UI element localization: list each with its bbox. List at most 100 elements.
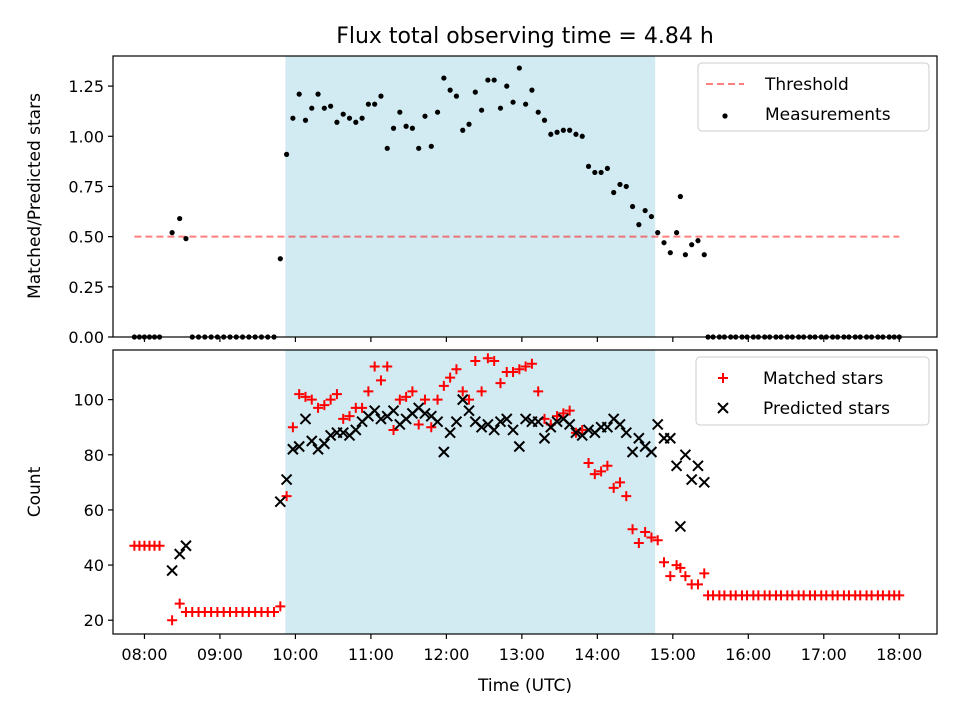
matched-star-marker	[331, 389, 342, 400]
legend-label: Matched stars	[763, 369, 883, 389]
matched-star-marker	[174, 598, 185, 609]
measurement-point	[183, 236, 189, 242]
predicted-star-marker	[532, 415, 544, 428]
matched-star-marker	[363, 386, 374, 397]
predicted-star-marker	[664, 432, 677, 444]
matched-star-marker	[325, 394, 336, 405]
measurement-point	[409, 125, 416, 131]
x-tick-label: 16:00	[725, 645, 771, 664]
predicted-star-marker	[324, 429, 337, 442]
measurement-point	[365, 101, 371, 107]
measurement-point	[682, 252, 688, 258]
measurement-point	[309, 105, 315, 111]
legend: Threshold Measurements	[697, 62, 930, 132]
predicted-star-marker	[293, 440, 305, 453]
measurement-point	[661, 240, 667, 246]
top-panel-ratio: 0.00 0.25 0.50 0.75 1.00 1.25 Matched/Predicte…	[25, 55, 938, 347]
predicted-star-marker	[387, 404, 400, 417]
predicted-star-marker	[450, 415, 463, 428]
matched-star-marker	[432, 394, 443, 405]
x-tick-label: 14:00	[574, 645, 620, 664]
measurement-point	[472, 89, 478, 95]
measurement-point	[573, 131, 579, 137]
matched-star-marker	[313, 402, 324, 413]
measurement-point	[689, 242, 695, 248]
observing-window-band	[285, 350, 656, 634]
predicted-star-marker	[626, 446, 639, 458]
matched-star-marker	[564, 405, 575, 416]
matched-star-marker	[300, 391, 311, 402]
predicted-star-marker	[287, 443, 299, 455]
data-points	[129, 353, 905, 626]
matched-star-marker	[269, 606, 280, 617]
predicted-star-marker	[173, 548, 186, 560]
matched-star-marker	[646, 532, 657, 543]
data-points	[131, 65, 902, 340]
matched-star-marker	[627, 524, 638, 535]
axes-frame	[112, 55, 938, 338]
predicted-star-marker	[679, 449, 692, 461]
measurement-point	[673, 230, 680, 236]
matched-star-marker	[407, 386, 418, 397]
measurement-point	[177, 215, 183, 222]
x-tick-label: 11:00	[348, 645, 394, 664]
predicted-star-marker	[501, 413, 513, 425]
measurement-point	[390, 125, 397, 131]
bottom-panel-counts: 20 40 60 80 100 08:00 09:00 10:00 11:00 12:00 13:0…	[25, 349, 938, 664]
matched-star-marker	[275, 601, 286, 612]
matched-star-marker	[614, 477, 625, 488]
measurement-point	[579, 133, 585, 139]
matched-star-marker	[675, 562, 686, 573]
matched-star-marker	[526, 358, 537, 369]
measurement-point	[315, 91, 321, 97]
predicted-star-marker	[674, 520, 687, 533]
predicted-star-marker	[570, 427, 582, 439]
predicted-star-marker	[306, 435, 318, 447]
matched-star-marker	[520, 361, 531, 372]
matched-star-marker	[470, 356, 481, 367]
y-axis-label: Count	[25, 466, 45, 517]
legend-matched-swatch	[718, 373, 728, 383]
y-tick-label: 0.25	[68, 278, 104, 297]
matched-star-marker	[375, 375, 386, 386]
x-tick-label: 09:00	[197, 645, 243, 664]
predicted-star-marker	[670, 460, 683, 472]
measurement-point	[460, 127, 466, 133]
measurement-point	[510, 99, 516, 105]
predicted-star-marker	[280, 473, 293, 486]
matched-star-marker	[419, 394, 430, 405]
measurement-point	[284, 151, 290, 157]
predicted-star-marker	[475, 421, 488, 433]
matched-star-marker	[294, 389, 305, 400]
predicted-star-marker	[274, 495, 287, 508]
measurement-point	[554, 129, 560, 135]
matched-star-marker	[583, 458, 594, 469]
measurement-point	[334, 119, 340, 125]
predicted-star-marker	[563, 418, 576, 431]
matched-star-marker	[445, 372, 456, 383]
measurement-point	[629, 203, 636, 210]
matched-star-marker	[659, 557, 670, 568]
measurement-point	[548, 131, 554, 137]
measurement-point	[535, 109, 541, 115]
predicted-star-marker	[180, 540, 192, 552]
measurement-point	[585, 163, 592, 169]
x-tick-label: 13:00	[499, 645, 545, 664]
measurement-point	[497, 105, 504, 111]
measurement-point	[592, 169, 598, 176]
predicted-star-marker	[620, 427, 632, 439]
measurement-point	[340, 111, 346, 117]
predicted-star-marker	[337, 427, 349, 439]
matched-star-marker	[457, 386, 468, 397]
matched-star-marker	[633, 538, 644, 549]
matched-star-marker	[508, 367, 519, 378]
matched-star-marker	[319, 400, 330, 411]
measurement-point	[416, 145, 422, 151]
y-tick-label: 60	[84, 501, 104, 520]
x-tick-label: 10:00	[272, 645, 318, 664]
matched-star-marker	[692, 579, 703, 590]
predicted-star-marker	[318, 438, 331, 450]
matched-star-marker	[426, 422, 437, 433]
measurement-point	[321, 105, 327, 111]
measurement-point	[359, 115, 365, 121]
